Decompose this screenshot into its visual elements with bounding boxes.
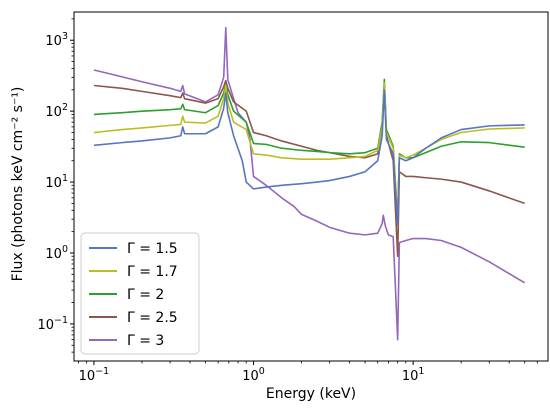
legend-label: Γ = 1.7 [127,264,178,280]
y-tick-label: 101 [45,173,68,191]
x-axis-label: Energy (keV) [266,386,356,402]
series-line-1 [93,26,526,341]
y-tick-label: 102 [45,102,68,120]
series-layer [93,26,526,341]
legend-label: Γ = 3 [127,333,164,349]
legend-label: Γ = 1.5 [127,241,178,257]
series-line-3 [93,78,525,220]
x-tick-label: 101 [402,366,425,384]
series-line-2 [93,79,525,258]
x-tick-label: 100 [242,366,265,384]
x-tick-label: 10−1 [79,366,110,384]
y-tick-label: 10−1 [37,315,68,333]
y-axis-label: Flux (photons keV cm⁻² s⁻¹) [10,87,26,282]
y-tick-label: 100 [45,244,68,262]
series-line-4 [93,82,525,220]
legend-label: Γ = 2 [127,287,164,303]
legend: Γ = 1.5 Γ = 1.7 Γ = 2 Γ = 2.5 Γ = 3 [80,232,200,355]
legend-box [80,232,200,355]
y-tick-label: 103 [45,31,68,49]
legend-label: Γ = 2.5 [127,310,178,326]
plot-frame [73,11,549,362]
series-line-5 [93,89,525,226]
